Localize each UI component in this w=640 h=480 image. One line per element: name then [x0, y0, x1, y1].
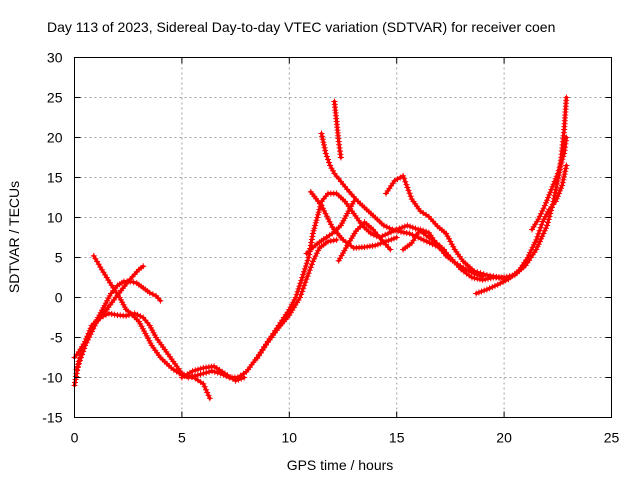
- series-markers: [178, 363, 248, 384]
- series-markers: [303, 198, 357, 257]
- series-track-9: [318, 130, 447, 253]
- x-tick-label: 5: [178, 430, 186, 446]
- x-axis-label: GPS time / hours: [287, 457, 394, 473]
- series-markers: [331, 98, 344, 161]
- series-track-4: [73, 263, 147, 373]
- y-tick-label: 20: [47, 130, 63, 146]
- y-tick-label: 5: [55, 250, 63, 266]
- series-markers: [335, 219, 394, 264]
- x-tick-labels: 0 5 10 15 20 25: [71, 430, 620, 446]
- series-markers: [254, 236, 340, 362]
- y-tick-label: -5: [50, 330, 63, 346]
- x-tick-label: 0: [71, 430, 79, 446]
- series-track-5: [178, 363, 248, 384]
- series-markers: [73, 263, 147, 373]
- series-markers: [529, 134, 570, 233]
- series-markers: [383, 172, 512, 283]
- chart-title: Day 113 of 2023, Sidereal Day-to-day VTE…: [47, 19, 555, 35]
- y-tick-label: 30: [47, 50, 63, 66]
- x-tick-label: 15: [389, 430, 405, 446]
- plot-frame: [74, 57, 612, 418]
- y-tick-label: -15: [42, 410, 62, 426]
- series-track-14: [473, 162, 570, 297]
- series-markers: [318, 130, 447, 253]
- y-tick-label: 25: [47, 90, 63, 106]
- y-tick-labels: -15 -10 -5 0 5 10 15 20 25 30: [42, 50, 62, 426]
- y-axis-label: SDTVAR / TECUs: [6, 181, 22, 293]
- series-track-11: [335, 219, 394, 264]
- series-track-15: [529, 134, 570, 233]
- x-tick-label: 25: [604, 430, 620, 446]
- x-tick-label: 20: [496, 430, 512, 446]
- series-markers: [473, 162, 570, 297]
- y-tick-label: 10: [47, 210, 63, 226]
- x-tick-label: 10: [282, 430, 298, 446]
- series-track-6: [254, 236, 340, 362]
- series-track-12: [383, 172, 512, 283]
- y-tick-label: 15: [47, 170, 63, 186]
- series-markers: [400, 226, 486, 280]
- series-track-7: [303, 198, 357, 257]
- series-track-10: [331, 98, 344, 161]
- y-tick-label: -10: [42, 370, 62, 386]
- series-layer: [71, 94, 570, 402]
- series-track-13: [400, 226, 486, 280]
- tick-layer: [74, 57, 612, 418]
- y-tick-label: 0: [55, 290, 63, 306]
